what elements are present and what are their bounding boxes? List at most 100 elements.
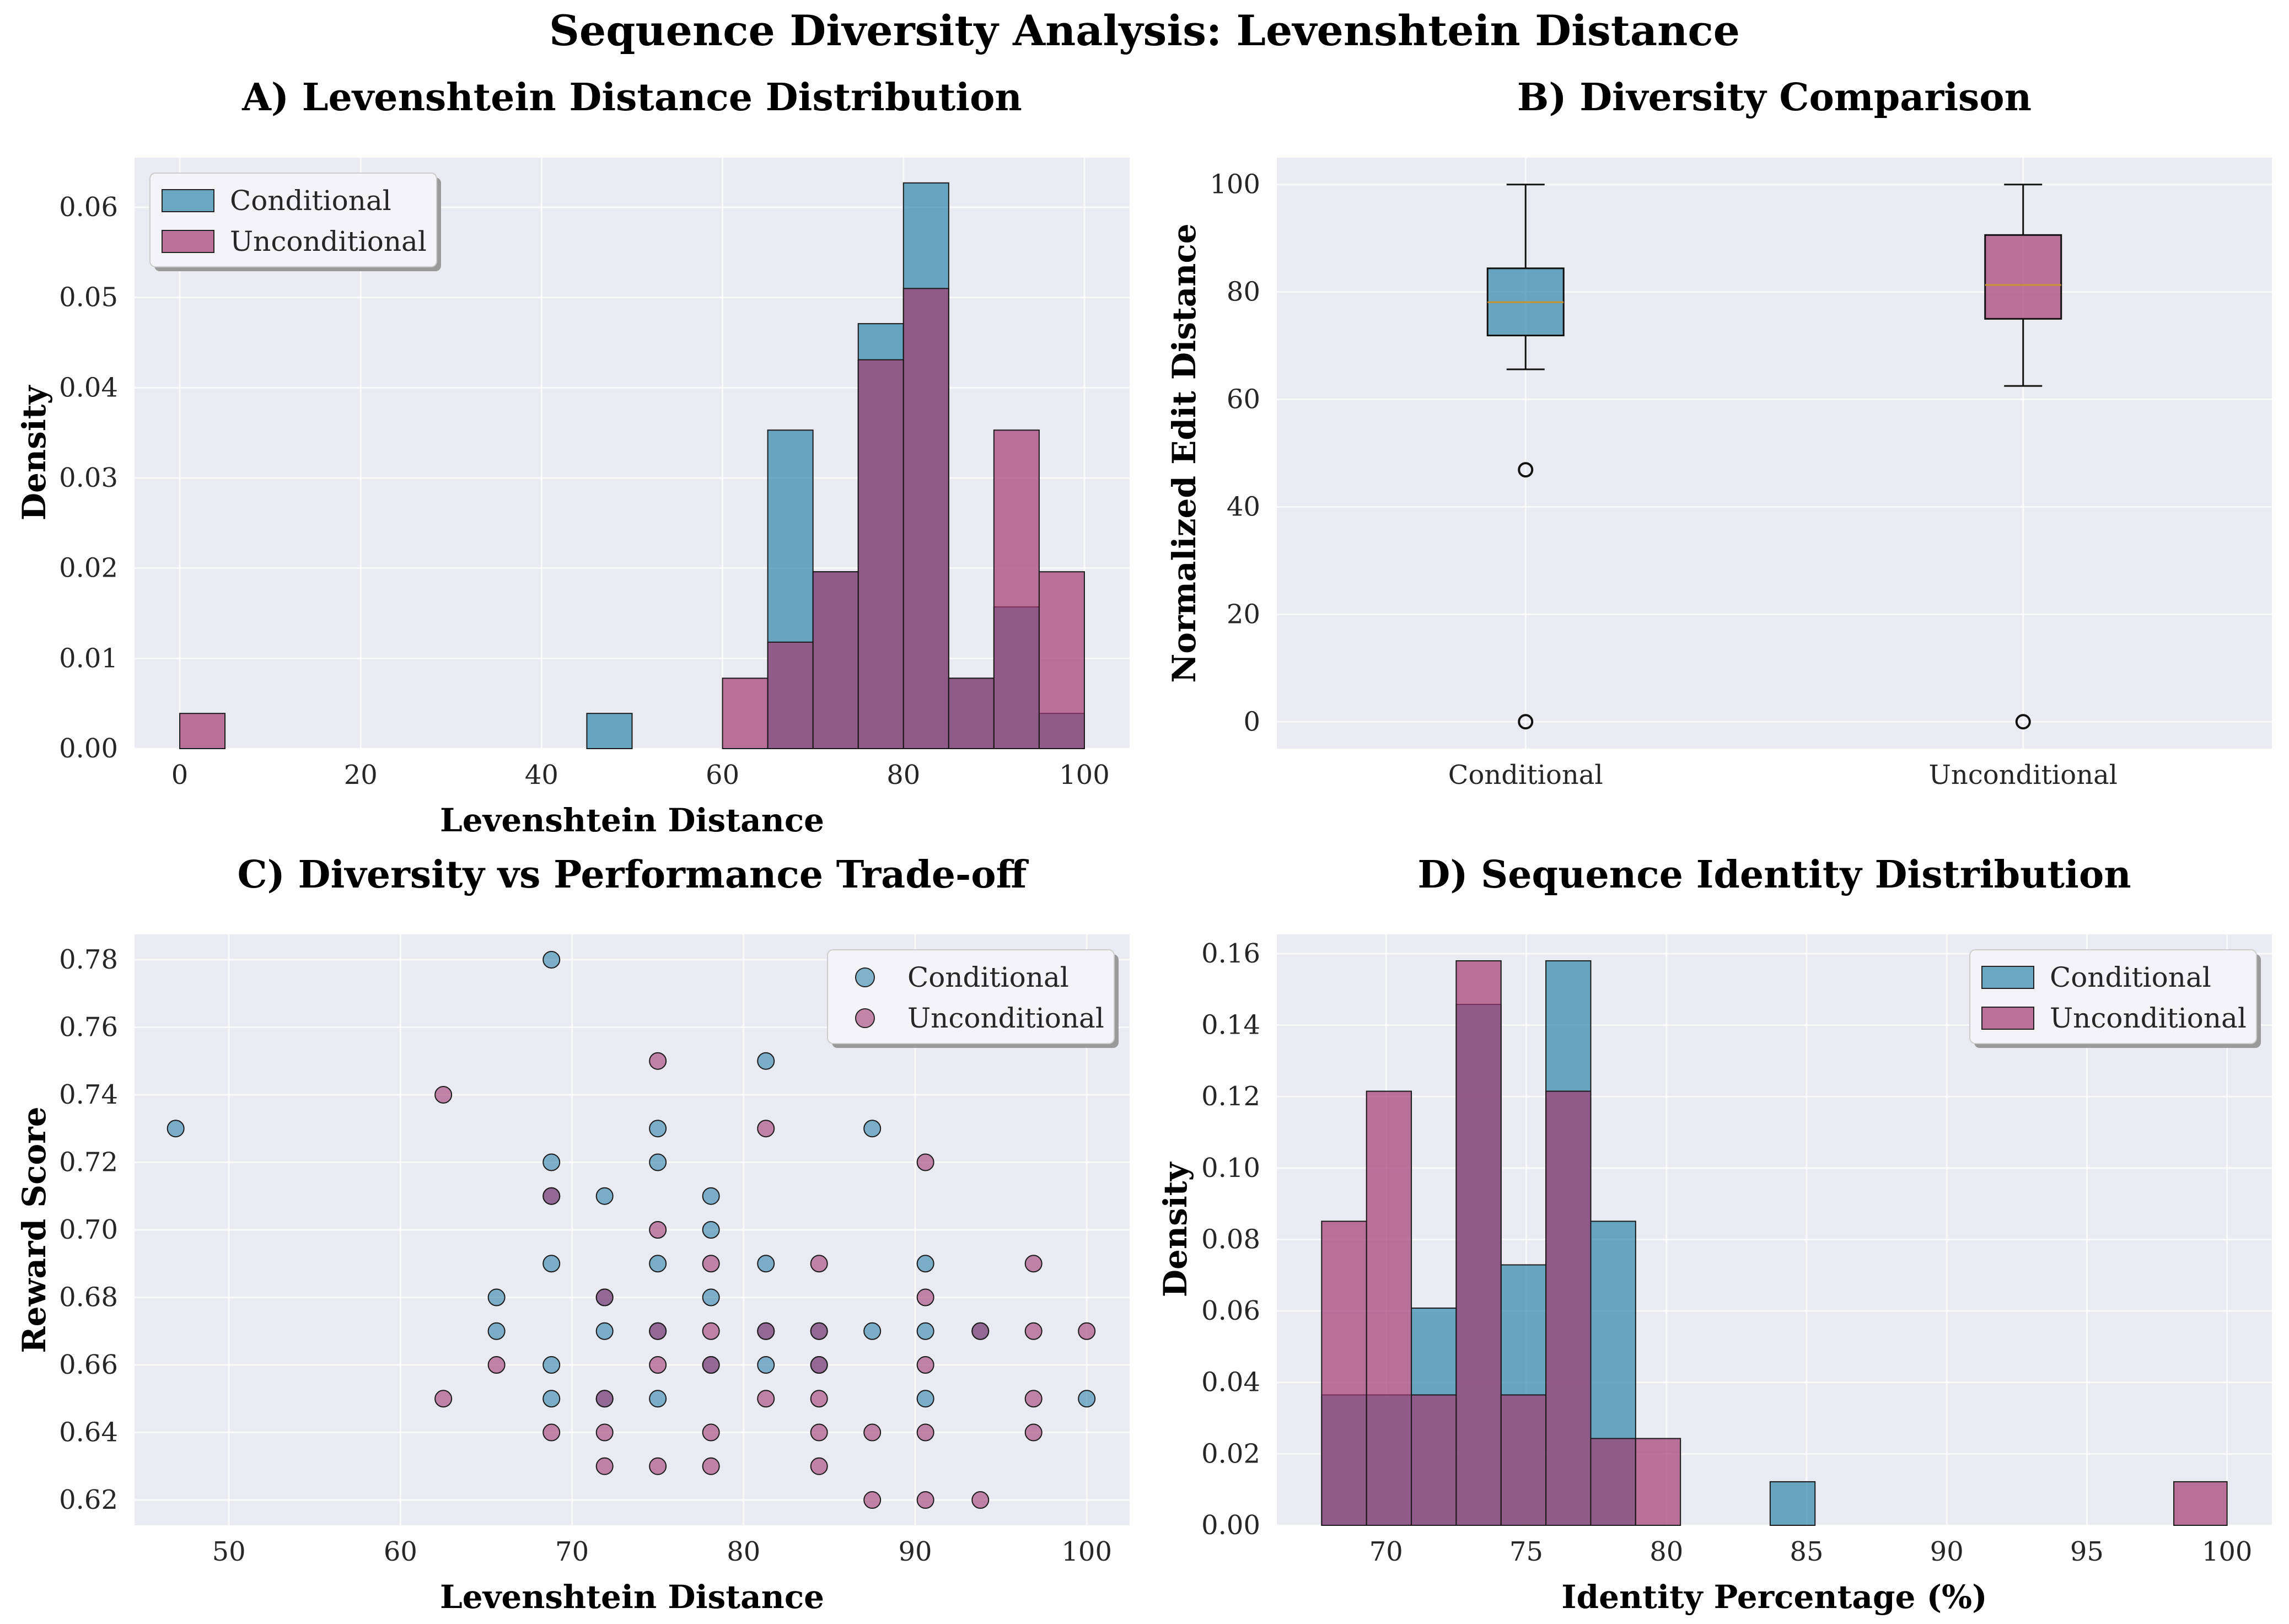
scatter-point — [916, 1356, 934, 1374]
legend-swatch — [162, 230, 214, 253]
x-tick-label: 40 — [525, 760, 558, 791]
y-tick-label: 0.10 — [1201, 1153, 1260, 1184]
scatter-point — [542, 950, 561, 969]
histogram-bar — [1769, 1481, 1816, 1526]
x-axis-label: Identity Percentage (%) — [1561, 1578, 1987, 1616]
x-tick-label: Conditional — [1448, 760, 1603, 791]
scatter-point — [971, 1491, 990, 1509]
outlier-point — [1518, 714, 1534, 730]
y-axis-label: Density — [1157, 1161, 1194, 1297]
panel-c: C) Diversity vs Performance Trade-off Lev… — [15, 853, 1130, 1616]
plot-area — [1277, 158, 2272, 749]
y-tick-label: 0.62 — [59, 1485, 118, 1515]
scatter-point — [916, 1322, 934, 1340]
y-tick-label: 0.74 — [59, 1079, 118, 1110]
scatter-point — [542, 1390, 561, 1408]
scatter-point — [971, 1322, 990, 1340]
scatter-point — [916, 1390, 934, 1408]
y-tick-label: 0.08 — [1201, 1224, 1260, 1255]
y-axis-label: Density — [15, 384, 53, 520]
scatter-point — [166, 1120, 185, 1138]
x-tick-label: 90 — [1930, 1536, 1964, 1567]
scatter-point — [1078, 1390, 1096, 1408]
scatter-point — [863, 1491, 882, 1509]
panel-title: A) Levenshtein Distance Distribution — [241, 76, 1022, 120]
scatter-point — [1078, 1322, 1096, 1340]
y-tick-label: 0.04 — [59, 372, 118, 403]
y-tick-label: 0.72 — [59, 1147, 118, 1177]
y-tick-label: 0.03 — [59, 463, 118, 493]
scatter-point — [595, 1288, 614, 1306]
x-tick-label: 80 — [886, 760, 920, 791]
scatter-point — [916, 1288, 934, 1306]
scatter-point — [916, 1153, 934, 1171]
figure-title: Sequence Diversity Analysis: Levenshtein… — [549, 6, 1740, 55]
scatter-point — [649, 1255, 667, 1273]
scatter-point — [649, 1221, 667, 1239]
histogram-bar — [1038, 571, 1085, 749]
legend — [1969, 949, 2257, 1044]
scatter-point — [1024, 1423, 1043, 1442]
scatter-point — [810, 1322, 828, 1340]
y-tick-label: 0.06 — [1201, 1295, 1260, 1326]
scatter-point — [863, 1423, 882, 1442]
y-tick-label: 20 — [1227, 599, 1260, 630]
scatter-point — [702, 1288, 720, 1306]
histogram-bar — [857, 359, 904, 749]
histogram-bar — [902, 288, 949, 749]
scatter-point — [649, 1356, 667, 1374]
scatter-point — [702, 1457, 720, 1475]
y-tick-label: 0.06 — [59, 192, 118, 223]
y-tick-label: 0 — [1243, 706, 1260, 737]
x-tick-label: 70 — [1369, 1536, 1403, 1567]
histogram-bar — [1545, 1090, 1592, 1526]
outlier-point — [2015, 714, 2031, 730]
scatter-point — [702, 1221, 720, 1239]
histogram-bar — [767, 641, 814, 749]
histogram-bar — [948, 677, 995, 750]
legend-label: Unconditional — [230, 225, 427, 257]
x-tick-label: 80 — [727, 1536, 760, 1567]
panel-title: B) Diversity Comparison — [1517, 76, 2032, 120]
scatter-point — [1024, 1390, 1043, 1408]
scatter-point — [810, 1457, 828, 1475]
legend-marker — [855, 967, 875, 987]
y-tick-label: 0.00 — [59, 733, 118, 764]
x-axis-label: Levenshtein Distance — [440, 1578, 824, 1616]
x-tick-label: 70 — [555, 1536, 589, 1567]
histogram-bar — [1455, 960, 1502, 1526]
panel-b: B) Diversity Comparison Normalized Edit D… — [1165, 76, 2272, 791]
scatter-point — [702, 1423, 720, 1442]
scatter-point — [595, 1322, 614, 1340]
x-axis-label: Levenshtein Distance — [440, 802, 824, 839]
y-tick-label: 0.70 — [59, 1214, 118, 1245]
x-tick-label: 100 — [1061, 1536, 1112, 1567]
legend-label: Conditional — [907, 961, 1069, 993]
x-tick-label: 100 — [2202, 1536, 2253, 1567]
histogram-bar — [993, 429, 1040, 749]
legend — [149, 173, 437, 267]
panel-title: D) Sequence Identity Distribution — [1417, 853, 2131, 897]
x-tick-label: 50 — [212, 1536, 246, 1567]
scatter-point — [702, 1187, 720, 1205]
legend — [827, 949, 1115, 1044]
scatter-point — [702, 1255, 720, 1273]
histogram-bar — [812, 571, 859, 749]
legend-marker — [855, 1008, 875, 1028]
scatter-point — [487, 1356, 506, 1374]
x-tick-label: 0 — [171, 760, 189, 791]
scatter-point — [757, 1356, 775, 1374]
histogram-bar — [1500, 1394, 1547, 1526]
scatter-point — [649, 1120, 667, 1138]
scatter-point — [542, 1187, 561, 1205]
scatter-point — [487, 1322, 506, 1340]
scatter-point — [810, 1423, 828, 1442]
scatter-point — [916, 1255, 934, 1273]
y-tick-label: 0.78 — [59, 944, 118, 975]
legend-swatch — [1981, 966, 2034, 989]
scatter-point — [863, 1322, 882, 1340]
y-tick-label: 0.02 — [59, 553, 118, 584]
y-tick-label: 100 — [1210, 169, 1260, 200]
x-tick-label: Unconditional — [1928, 760, 2118, 791]
panel-title: C) Diversity vs Performance Trade-off — [238, 853, 1029, 897]
